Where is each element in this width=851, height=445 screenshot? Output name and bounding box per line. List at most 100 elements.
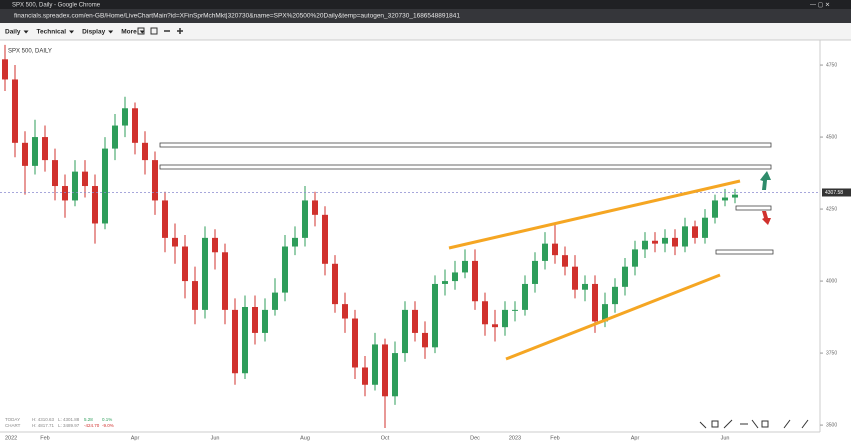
x-tick-label: Jun <box>721 435 730 441</box>
menu-item[interactable]: Technical <box>37 29 67 36</box>
info-text: 0.1% <box>102 417 112 422</box>
tool[interactable] <box>801 419 809 429</box>
chart-title: SPX 500, DAILY <box>8 49 52 55</box>
candle-body <box>62 186 68 201</box>
candle-body <box>512 309 518 311</box>
candle-body <box>172 237 178 247</box>
info-text: L: 4301.88 <box>58 417 80 422</box>
tool[interactable] <box>699 421 707 429</box>
y-tick-label: 4750 <box>826 62 837 68</box>
candle-body <box>522 283 528 310</box>
x-tick-label: 2023 <box>509 435 521 441</box>
candle-body <box>602 304 608 322</box>
candle-body <box>642 240 648 250</box>
candle-body <box>362 367 368 385</box>
info-text: H: 4310.63 <box>32 417 55 422</box>
candle-body <box>492 324 498 328</box>
info-text: L: 3489.97 <box>58 423 80 428</box>
candle-body <box>342 304 348 319</box>
candle-body <box>592 283 598 322</box>
info-text: TODAY <box>5 417 20 422</box>
info-text: 5.28 <box>84 417 93 422</box>
candle-body <box>682 226 688 247</box>
candle-body <box>422 332 428 348</box>
candle-body <box>722 197 728 201</box>
candle-body <box>332 263 338 305</box>
candle-body <box>372 344 378 385</box>
plot <box>0 44 820 428</box>
window-controls[interactable]: — ▢ ✕ <box>810 3 830 9</box>
url[interactable]: financials.spreadex.com/en-GB/Home/LiveC… <box>14 13 460 20</box>
address-bar <box>0 9 851 23</box>
x-tick-label: Apr <box>131 435 140 441</box>
level-box <box>715 249 774 255</box>
candle-body <box>352 318 358 368</box>
candle-body <box>92 186 98 224</box>
candle-body <box>222 252 228 310</box>
candle-body <box>572 266 578 290</box>
candle-body <box>52 160 58 187</box>
tool[interactable] <box>751 419 759 429</box>
candle-body <box>112 125 118 149</box>
tool[interactable] <box>783 419 791 429</box>
candle-body <box>252 306 258 333</box>
icon[interactable] <box>137 27 145 35</box>
candle-body <box>672 237 678 247</box>
x-tick-label: Jun <box>211 435 220 441</box>
candle-body <box>732 194 738 198</box>
icon[interactable] <box>150 27 158 35</box>
title-bar <box>0 0 851 9</box>
candle-body <box>482 301 488 325</box>
menu-caret <box>108 30 114 34</box>
trend-line <box>448 179 741 250</box>
candle-body <box>392 353 398 397</box>
candle-body <box>562 255 568 267</box>
candle-body <box>582 283 588 290</box>
menu-item[interactable]: Display <box>82 29 106 36</box>
candle-body <box>152 160 158 201</box>
candle-body <box>22 142 28 166</box>
candle-body <box>502 309 508 328</box>
toolbar-menu: Daily Technical Display More <box>5 29 145 36</box>
info-text: H: 4817.71 <box>32 423 55 428</box>
menu-caret <box>23 30 29 34</box>
down-arrow <box>762 211 771 225</box>
candle-body <box>702 217 708 238</box>
y-tick-label: 3750 <box>826 350 837 356</box>
candle-body <box>2 59 8 80</box>
x-tick-label: Aug <box>300 435 310 441</box>
tool[interactable] <box>723 419 733 429</box>
candle-body <box>542 243 548 261</box>
x-tick-label: Apr <box>631 435 640 441</box>
candle-body <box>272 292 278 310</box>
menu-item[interactable]: More <box>121 29 137 36</box>
candle-body <box>292 237 298 247</box>
drawings <box>159 142 774 361</box>
candle-body <box>142 142 148 161</box>
candle-body <box>282 246 288 293</box>
candle-body <box>32 137 38 166</box>
candle-body <box>472 260 478 302</box>
candle-body <box>432 283 438 348</box>
tool[interactable] <box>711 420 719 428</box>
info-text: -9.0% <box>102 423 114 428</box>
y-tick-label: 3500 <box>826 422 837 428</box>
candle-body <box>212 237 218 253</box>
tool[interactable] <box>761 420 769 428</box>
trend-line <box>505 273 721 361</box>
candle-body <box>632 249 638 267</box>
candle-body <box>182 246 188 282</box>
candle-body <box>402 309 408 354</box>
candle-body <box>242 306 248 374</box>
info-text: CHART <box>5 423 21 428</box>
level-box <box>159 142 772 148</box>
candle-body <box>42 137 48 161</box>
candle-body <box>122 108 128 126</box>
y-tick-label: 4500 <box>826 134 837 140</box>
menu-item[interactable]: Daily <box>5 29 21 36</box>
candle-body <box>12 79 18 143</box>
candle-body <box>262 309 268 333</box>
candle-body <box>452 272 458 282</box>
